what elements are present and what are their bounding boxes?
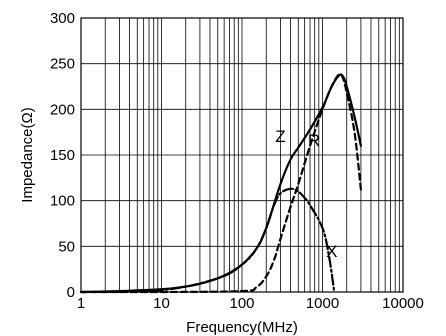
x-tick-label: 1 <box>77 295 85 312</box>
x-tick-label: 10000 <box>382 295 424 312</box>
curves <box>79 73 363 294</box>
y-tick-label: 300 <box>50 10 75 27</box>
series-r-label: R <box>308 131 320 150</box>
tick-labels: 1 10 100 1000 10000 0 50 100 150 200 250 300 <box>50 10 424 312</box>
series-x-line <box>79 187 336 294</box>
y-tick-label: 250 <box>50 56 75 73</box>
series-r-line <box>79 73 363 294</box>
x-tick-label: 10 <box>153 295 170 312</box>
y-tick-label: 50 <box>58 238 75 255</box>
x-axis-label: Frequency(MHz) <box>186 319 298 336</box>
series-x-label: X <box>326 242 337 261</box>
y-axis-label: Impedance(Ω) <box>19 107 36 202</box>
x-tick-label: 100 <box>229 295 254 312</box>
series-z-label: Z <box>275 127 285 146</box>
grid <box>81 18 403 292</box>
x-tick-label: 1000 <box>306 295 339 312</box>
y-tick-label: 0 <box>67 284 75 301</box>
series-labels: Z R X <box>275 127 337 261</box>
y-tick-label: 200 <box>50 101 75 118</box>
y-tick-label: 100 <box>50 193 75 210</box>
y-tick-label: 150 <box>50 147 75 164</box>
